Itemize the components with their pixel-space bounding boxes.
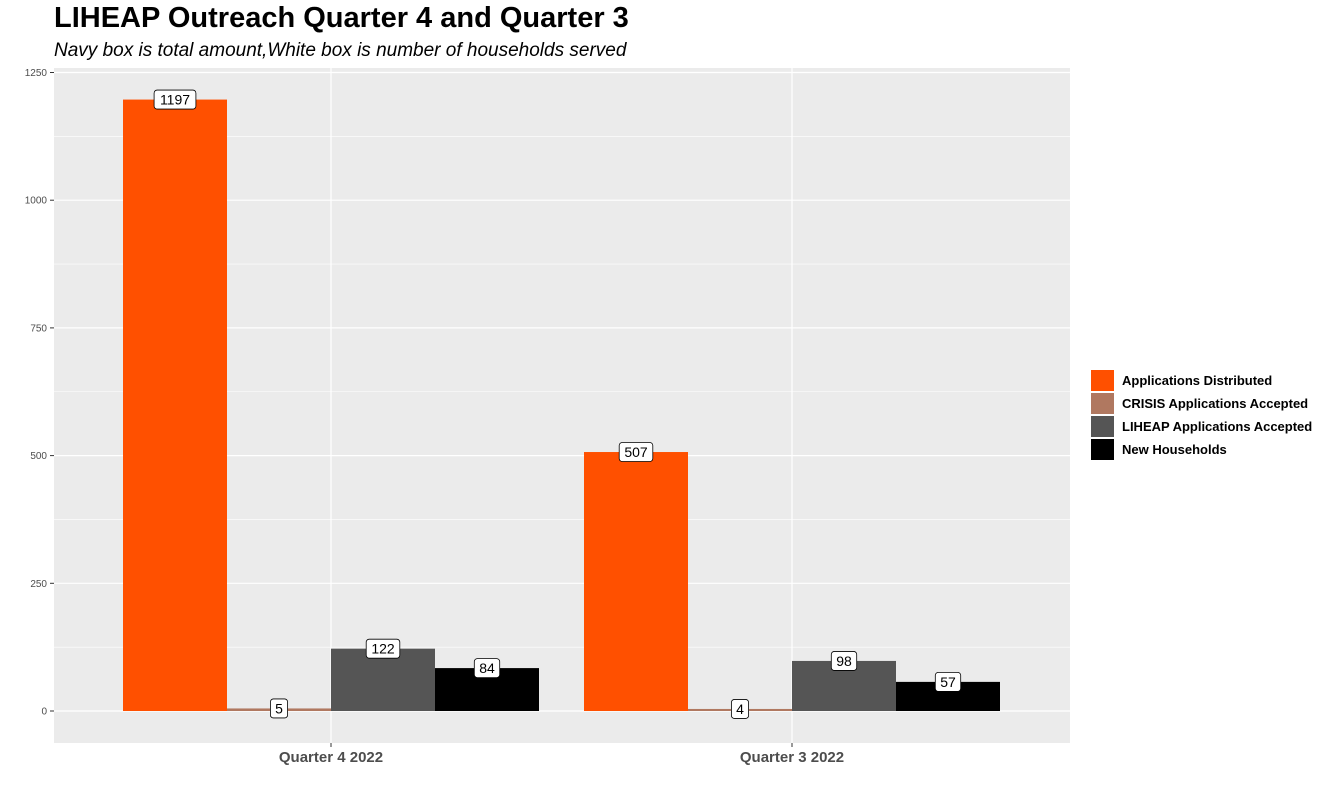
data-label-box [153,89,197,110]
data-label-box [830,651,858,671]
data-label: 5 [275,700,283,716]
legend-item: LIHEAP Applications Accepted [1091,415,1312,438]
y-tick-label: 750 [30,323,47,334]
data-label: 4 [736,701,744,717]
data-label: 84 [479,660,495,676]
legend-label: New Households [1122,442,1227,457]
data-label: 98 [836,653,852,669]
bar [331,648,435,711]
bar [584,452,688,711]
legend-item: New Households [1091,438,1312,461]
data-label-box [934,671,962,692]
data-label: 507 [624,444,648,460]
data-label-box [618,442,654,462]
bar [123,99,227,712]
data-label: 57 [940,674,956,690]
data-label: 1197 [160,92,190,108]
y-tick-label: 1000 [25,196,48,207]
legend-label: LIHEAP Applications Accepted [1122,419,1313,434]
y-tick-label: 250 [30,579,47,590]
data-label-box [365,638,401,659]
legend-item: Applications Distributed [1091,369,1312,392]
legend-swatch [1091,416,1114,437]
chart-legend: Applications Distributed CRISIS Applicati… [1091,369,1312,461]
y-tick-label: 0 [41,707,47,718]
chart-title: LIHEAP Outreach Quarter 4 and Quarter 3 [54,2,629,34]
data-label-box [473,658,501,678]
x-category-label: Quarter 3 2022 [740,749,844,766]
legend-swatch [1091,439,1114,460]
y-tick-label: 1250 [25,68,48,79]
data-label-box [731,699,750,719]
chart-subtitle: Navy box is total amount,White box is nu… [54,40,627,61]
data-label: 122 [371,641,395,657]
legend-label: Applications Distributed [1122,373,1273,388]
legend-label: CRISIS Applications Accepted [1122,396,1309,411]
legend-swatch [1091,393,1114,414]
legend-item: CRISIS Applications Accepted [1091,392,1312,415]
x-category-label: Quarter 4 2022 [279,749,383,766]
y-tick-label: 500 [30,451,47,462]
data-label-box [269,698,288,719]
legend-swatch [1091,370,1114,391]
